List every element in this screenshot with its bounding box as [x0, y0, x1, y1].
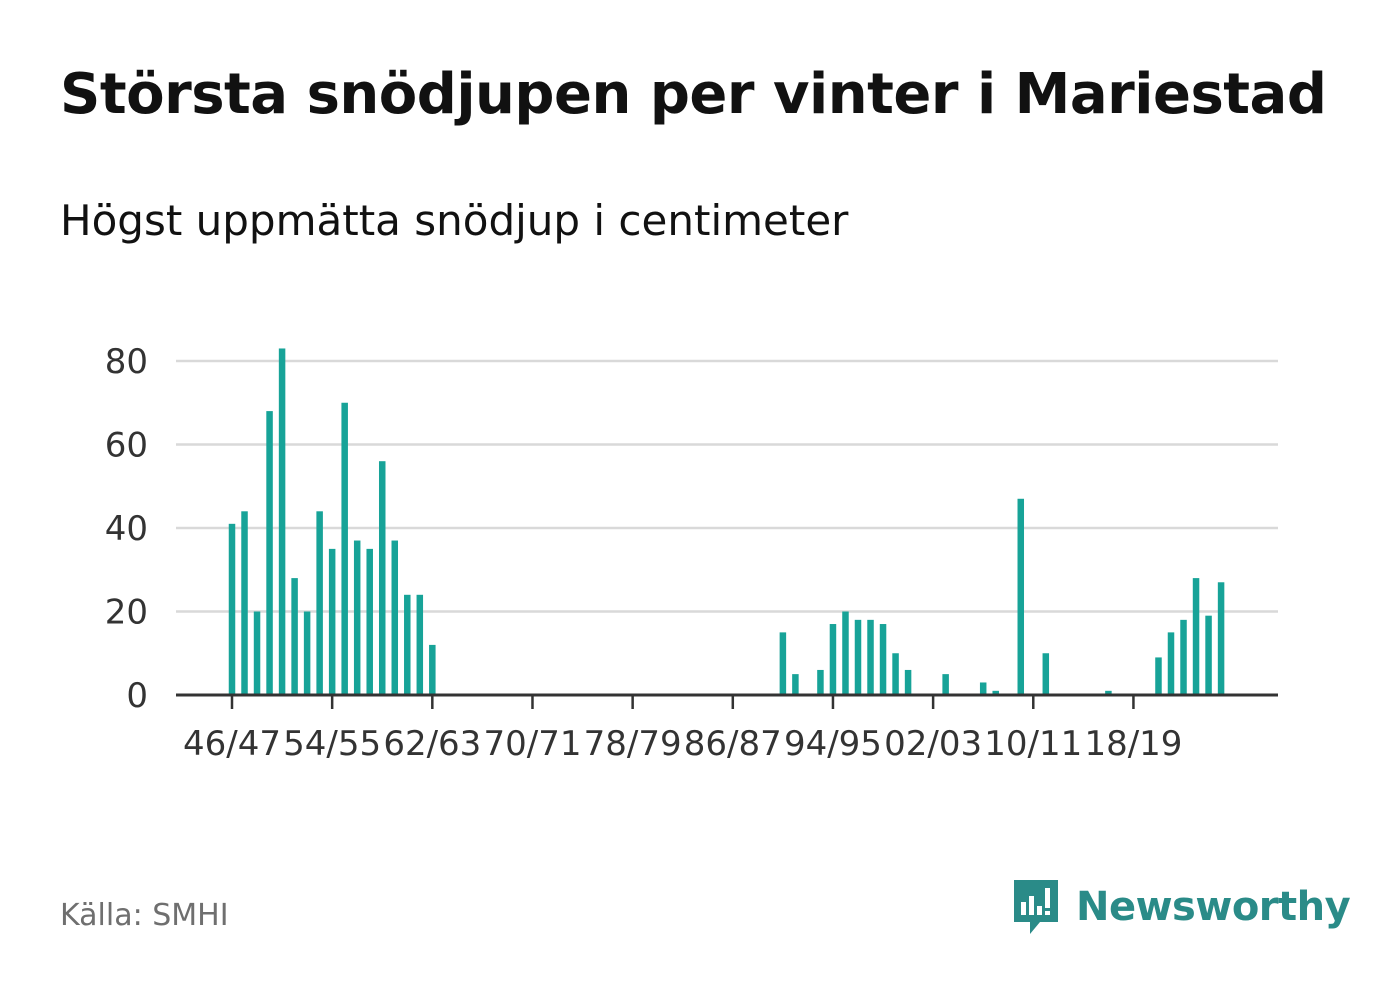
bar — [1105, 690, 1112, 695]
y-tick-label: 60 — [105, 426, 148, 466]
bar — [854, 619, 862, 695]
y-tick-label: 0 — [126, 676, 148, 716]
bar — [429, 644, 436, 695]
gridlines — [176, 359, 1278, 613]
y-axis-tick-labels: 0 20 40 60 80 — [105, 342, 148, 716]
bar — [779, 632, 787, 695]
bar — [1192, 578, 1200, 695]
source-label: Källa: SMHI — [60, 898, 229, 933]
bar — [366, 548, 373, 695]
x-tick-label: 18/19 — [1084, 724, 1182, 764]
brand-name: Newsworthy — [1076, 884, 1351, 930]
bar — [416, 594, 424, 695]
x-tick-label: 70/71 — [483, 724, 581, 764]
chart-subtitle: Högst uppmätta snödjup i centimeter — [60, 196, 849, 245]
bar — [979, 682, 987, 695]
bar — [1042, 653, 1050, 695]
bar — [1217, 582, 1225, 695]
x-tick-label: 62/63 — [383, 724, 481, 764]
bar — [842, 611, 849, 695]
bar — [391, 540, 399, 695]
bar — [328, 548, 336, 695]
bar — [378, 461, 386, 695]
bar — [253, 611, 261, 695]
bar — [341, 402, 348, 695]
bar — [792, 674, 799, 695]
bar — [1180, 619, 1187, 695]
x-tick-label: 02/03 — [884, 724, 982, 764]
y-tick-label: 40 — [105, 509, 148, 549]
bar — [1205, 615, 1212, 695]
bar — [228, 523, 236, 695]
bar — [266, 411, 273, 695]
bar — [291, 578, 298, 695]
bar — [904, 669, 912, 695]
bar — [942, 674, 949, 695]
bar — [316, 511, 323, 695]
chart-title: Största snödjupen per vinter i Mariestad — [60, 62, 1327, 127]
bar — [278, 348, 286, 695]
bar — [1167, 632, 1175, 695]
newsworthy-logo-icon — [1014, 880, 1058, 934]
y-tick-label: 80 — [105, 342, 148, 382]
x-axis — [176, 693, 1278, 709]
x-tick-label: 86/87 — [684, 724, 782, 764]
x-tick-label: 10/11 — [984, 724, 1082, 764]
bar — [867, 619, 874, 695]
bar — [879, 624, 887, 695]
y-tick-label: 20 — [105, 593, 148, 633]
bar — [241, 511, 248, 695]
bar — [829, 624, 837, 695]
bar — [303, 611, 311, 695]
x-axis-tick-labels: 46/47 54/55 62/63 70/71 78/79 86/87 94/95 02/03… — [183, 724, 1182, 764]
bar — [353, 540, 361, 695]
bar — [992, 690, 999, 695]
bar — [817, 669, 824, 695]
x-tick-label: 78/79 — [584, 724, 682, 764]
brand-logo[interactable]: Newsworthy — [1010, 876, 1351, 938]
x-tick-label: 94/95 — [784, 724, 882, 764]
bar — [1155, 657, 1162, 695]
bar — [1017, 498, 1025, 695]
bar — [404, 594, 411, 695]
bars — [228, 348, 1225, 695]
bar — [892, 653, 899, 695]
x-tick-label: 54/55 — [283, 724, 381, 764]
x-tick-label: 46/47 — [183, 724, 281, 764]
